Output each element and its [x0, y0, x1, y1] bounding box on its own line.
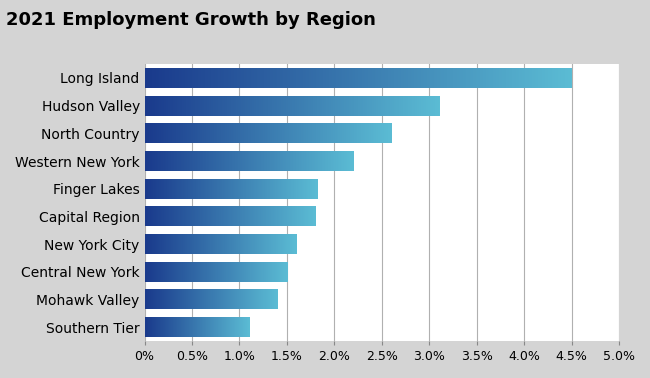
Text: 2021 Employment Growth by Region: 2021 Employment Growth by Region [6, 11, 376, 29]
